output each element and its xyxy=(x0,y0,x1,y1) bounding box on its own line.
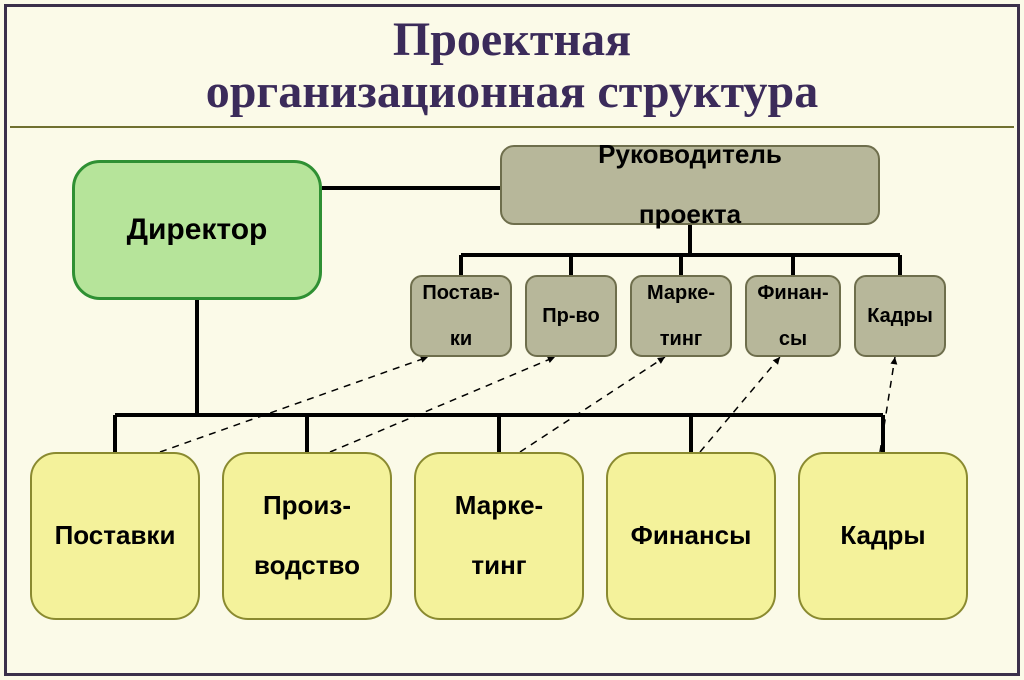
node-pl-child-3: Финан-сы xyxy=(745,275,841,357)
node-pl-child-2: Марке-тинг xyxy=(630,275,732,357)
node-project-leader: Руководительпроекта xyxy=(500,145,880,225)
node-dir-child-4: Кадры xyxy=(798,452,968,620)
slide-title-line1: Проектная xyxy=(0,12,1024,67)
node-director: Директор xyxy=(72,160,322,300)
node-dir-child-3: Финансы xyxy=(606,452,776,620)
node-pl-child-4: Кадры xyxy=(854,275,946,357)
org-chart-slide: Проектнаяорганизационная структура Директ… xyxy=(0,0,1024,680)
node-dir-child-2: Марке-тинг xyxy=(414,452,584,620)
node-pl-child-0: Постав-ки xyxy=(410,275,512,357)
node-dir-child-0: Поставки xyxy=(30,452,200,620)
node-pl-child-1: Пр-во xyxy=(525,275,617,357)
node-dir-child-1: Произ-водство xyxy=(222,452,392,620)
slide-title-line2: организационная структура xyxy=(0,64,1024,119)
